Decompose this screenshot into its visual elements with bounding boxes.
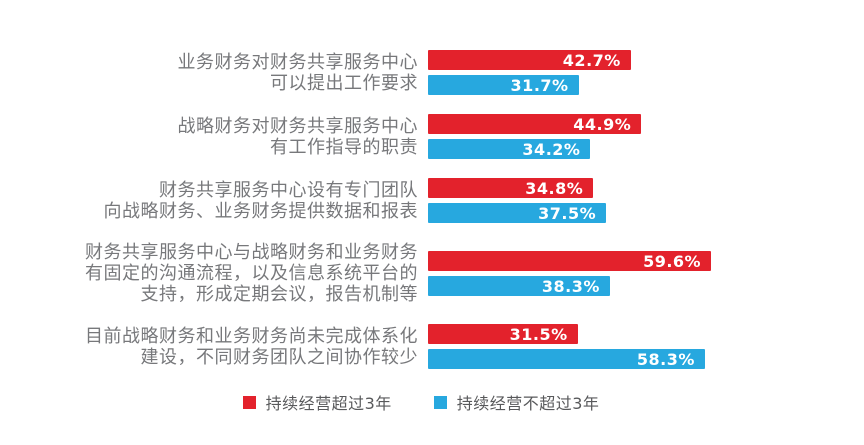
legend-item-over-3y: 持续经营超过3年 bbox=[242, 390, 392, 414]
bar-pair: 31.5% 58.3% bbox=[428, 324, 705, 369]
category-label: 战略财务对财务共享服务中心 有工作指导的职责 bbox=[0, 116, 428, 158]
category-label-line: 财务共享服务中心设有专门团队 bbox=[159, 179, 418, 201]
category-label-line: 可以提出工作要求 bbox=[270, 72, 418, 94]
category-label-line: 财务共享服务中心与战略财务和业务财务 bbox=[85, 242, 418, 263]
bar-over-3y: 34.8% bbox=[428, 178, 594, 198]
chart-row: 业务财务对财务共享服务中心 可以提出工作要求 42.7% 31.7% bbox=[0, 50, 864, 95]
chart-plot-area: 业务财务对财务共享服务中心 可以提出工作要求 42.7% 31.7% 战略财务对财务共享… bbox=[0, 50, 864, 388]
bar-over-3y: 31.5% bbox=[428, 324, 578, 344]
bar-over-3y: 59.6% bbox=[428, 251, 712, 271]
chart-row: 目前战略财务和业务财务尚未完成体系化 建设，不同财务团队之间协作较少 31.5% 58… bbox=[0, 324, 864, 369]
bar-value-label: 34.2% bbox=[522, 139, 581, 159]
bar-value-label: 44.9% bbox=[573, 114, 632, 134]
category-label-line: 有固定的沟通流程，以及信息系统平台的 bbox=[85, 263, 418, 284]
bar-value-label: 31.7% bbox=[510, 75, 569, 95]
bar-over-3y: 44.9% bbox=[428, 114, 642, 134]
category-label: 业务财务对财务共享服务中心 可以提出工作要求 bbox=[0, 52, 428, 94]
category-label-line: 向战略财务、业务财务提供数据和报表 bbox=[103, 200, 418, 222]
legend-swatch-red bbox=[242, 395, 256, 409]
category-label: 财务共享服务中心与战略财务和业务财务 有固定的沟通流程，以及信息系统平台的 支持，形… bbox=[0, 242, 428, 305]
category-label-line: 业务财务对财务共享服务中心 bbox=[177, 51, 418, 73]
bar-under-3y: 38.3% bbox=[428, 276, 610, 296]
bar-over-3y: 42.7% bbox=[428, 50, 631, 70]
chart-legend: 持续经营超过3年 持续经营不超过3年 bbox=[0, 390, 842, 414]
bar-value-label: 37.5% bbox=[538, 203, 597, 223]
chart-row: 战略财务对财务共享服务中心 有工作指导的职责 44.9% 34.2% bbox=[0, 114, 864, 159]
category-label-line: 有工作指导的职责 bbox=[270, 136, 418, 158]
legend-swatch-blue bbox=[433, 395, 447, 409]
legend-label-under-3y: 持续经营不超过3年 bbox=[456, 394, 600, 413]
bar-value-label: 38.3% bbox=[541, 276, 600, 296]
category-label-line: 战略财务对财务共享服务中心 bbox=[177, 115, 418, 137]
bar-pair: 42.7% 31.7% bbox=[428, 50, 631, 95]
bar-under-3y: 31.7% bbox=[428, 75, 579, 95]
bar-under-3y: 37.5% bbox=[428, 203, 607, 223]
category-label: 目前战略财务和业务财务尚未完成体系化 建设，不同财务团队之间协作较少 bbox=[0, 326, 428, 368]
category-label-line: 支持，形成定期会议，报告机制等 bbox=[140, 284, 418, 305]
bar-value-label: 31.5% bbox=[509, 324, 568, 344]
legend-label-over-3y: 持续经营超过3年 bbox=[265, 394, 392, 413]
bar-value-label: 59.6% bbox=[643, 251, 702, 271]
bar-pair: 34.8% 37.5% bbox=[428, 178, 607, 223]
bar-pair: 44.9% 34.2% bbox=[428, 114, 642, 159]
bar-under-3y: 58.3% bbox=[428, 349, 705, 369]
chart-row: 财务共享服务中心与战略财务和业务财务 有固定的沟通流程，以及信息系统平台的 支持，形… bbox=[0, 242, 864, 305]
category-label: 财务共享服务中心设有专门团队 向战略财务、业务财务提供数据和报表 bbox=[0, 180, 428, 222]
bar-pair: 59.6% 38.3% bbox=[428, 251, 712, 296]
bar-value-label: 42.7% bbox=[562, 50, 621, 70]
bar-under-3y: 34.2% bbox=[428, 139, 591, 159]
category-label-line: 目前战略财务和业务财务尚未完成体系化 bbox=[85, 325, 418, 347]
legend-item-under-3y: 持续经营不超过3年 bbox=[433, 390, 600, 414]
bar-value-label: 58.3% bbox=[636, 349, 695, 369]
bar-value-label: 34.8% bbox=[525, 178, 584, 198]
chart-row: 财务共享服务中心设有专门团队 向战略财务、业务财务提供数据和报表 34.8% 37.5… bbox=[0, 178, 864, 223]
category-label-line: 建设，不同财务团队之间协作较少 bbox=[140, 346, 418, 368]
